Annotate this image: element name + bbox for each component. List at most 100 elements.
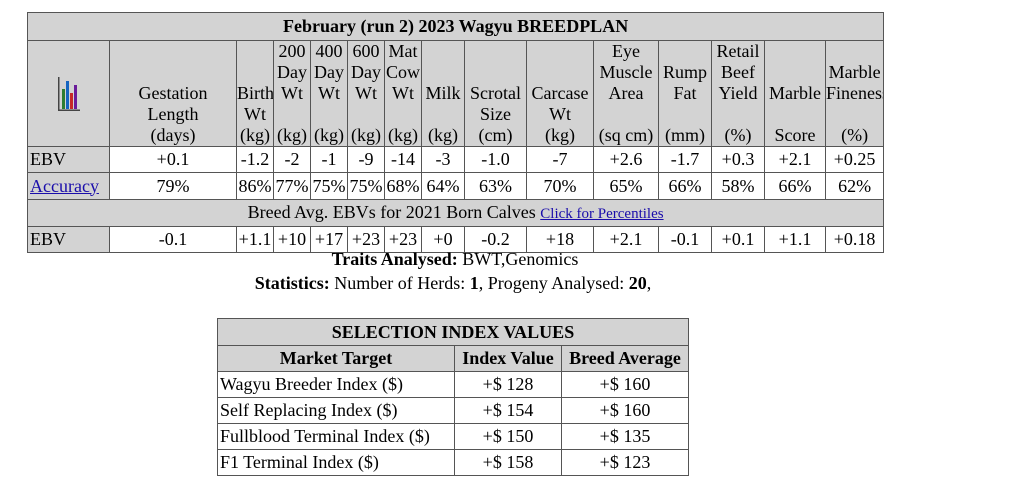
value-cell: -1.0 [464,146,527,173]
value-cell: +18 [526,226,594,253]
accuracy-cell: Accuracy [27,172,110,200]
column-header-line: Day [277,62,307,82]
column-header-line: Day [314,62,344,82]
value-cell: +10 [273,226,311,253]
traits-value: BWT,Genomics [457,249,579,269]
value-cell: 66% [658,172,712,200]
breed-ebv-row-label-cell: EBV [27,226,110,253]
value-cell: 66% [764,172,826,200]
value-cell: +0.1 [711,226,765,253]
column-header-line [660,104,711,125]
column-header-line [766,104,825,125]
index-value: +$ 154 [454,397,562,424]
column-header-line: (kg) [240,125,270,145]
column-header-line [423,62,464,83]
ebv-table: February (run 2) 2023 Wagyu BREEDPLAN Ge… [26,12,885,253]
column-header-line: Milk [425,83,461,103]
value-cell: 63% [464,172,527,200]
column-header-line: Muscle [599,62,653,82]
ebv-table-title: February (run 2) 2023 Wagyu BREEDPLAN [26,12,885,41]
breed-average-value: +$ 135 [561,423,689,450]
column-header-line: Wt [392,83,414,103]
breed-avg-header: Breed Avg. EBVs for 2021 Born Calves Cli… [26,199,885,227]
column-header-line [349,104,384,125]
value-cell: -1.2 [236,146,274,173]
market-target-header: Market Target [217,345,455,372]
index-name: Wagyu Breeder Index ($) [217,371,455,398]
value-cell: -9 [347,146,385,173]
value-cell: +2.1 [764,146,826,173]
column-header: 200 Day Wt (kg) [273,40,311,147]
column-header-line: (kg) [388,125,418,145]
index-name: F1 Terminal Index ($) [217,449,455,476]
value-cell: 79% [109,172,237,200]
column-header-line: Retail [716,41,760,62]
percentiles-link[interactable]: Click for Percentiles [540,205,664,222]
column-header-line: Scrotal [470,83,521,103]
column-header-line [423,42,464,63]
selection-index-row: F1 Terminal Index ($) +$ 158 +$ 123 [217,449,689,476]
bar-chart-icon[interactable] [56,75,82,113]
index-name: Self Replacing Index ($) [217,397,455,424]
column-header: Retail Beef Yield (%) [711,40,765,147]
column-header-line [238,62,273,83]
value-cell: +17 [310,226,348,253]
ebv-row-label-cell: EBV [27,146,110,173]
column-header-line: (sq cm) [598,125,654,145]
breed-ebv-row-label: EBV [30,229,66,249]
column-header-line: (%) [724,125,752,145]
column-header-line: (days) [150,125,196,145]
value-cell: +1.1 [236,226,274,253]
column-header-line: Day [351,62,381,82]
value-cell: +2.1 [593,226,659,253]
column-header-line [528,42,593,63]
column-header-line: Gestation [138,83,208,103]
column-header-line: Marble [769,83,821,103]
column-header: Rump Fat (mm) [658,40,712,147]
value-cell: 86% [236,172,274,200]
column-header-line: Size [480,104,511,124]
column-header-line [827,104,883,125]
traits-analysed-line: Traits Analysed: BWT,Genomics [0,249,910,270]
progeny-label: , Progeny Analysed: [478,273,629,293]
column-header: Eye Muscle Area (sq cm) [593,40,659,147]
index-value-header: Index Value [454,345,562,372]
column-header-line: Carcase [531,83,589,103]
column-header-line: Rump [662,62,707,82]
column-header-line [713,104,764,125]
value-cell: 75% [347,172,385,200]
statistics-tail: , [646,273,652,293]
column-header-line: Fat [673,83,697,103]
value-cell: 68% [384,172,422,200]
column-header: 400 Day Wt (kg) [310,40,348,147]
breed-average-value: +$ 160 [561,397,689,424]
column-header-line [466,42,526,63]
chart-icon-cell [27,40,110,147]
value-cell: -1 [310,146,348,173]
value-cell: +1.1 [764,226,826,253]
index-name: Fullblood Terminal Index ($) [217,423,455,450]
column-header-line [111,62,236,83]
column-header-line: (kg) [351,125,381,145]
column-header-line: (kg) [545,125,575,145]
column-header-line [238,42,273,63]
ebv-table-container: February (run 2) 2023 Wagyu BREEDPLAN Ge… [26,12,885,253]
column-header-line: (kg) [428,125,458,145]
column-header: Scrotal Size (cm) [464,40,527,147]
value-cell: -1.7 [658,146,712,173]
selection-index-row: Fullblood Terminal Index ($) +$ 150 +$ 135 [217,423,689,450]
breed-average-header: Breed Average [561,345,689,372]
progeny-count: 20 [628,273,647,293]
column-header-line: Length [147,104,199,124]
value-cell: +23 [384,226,422,253]
breed-avg-title: Breed Avg. EBVs for 2021 Born Calves [247,201,536,222]
breed-average-value: +$ 160 [561,371,689,398]
column-header-line [275,104,310,125]
traits-label: Traits Analysed: [331,249,458,269]
column-header-line: Wt [355,83,377,103]
value-cell: -0.1 [658,226,712,253]
accuracy-link[interactable]: Accuracy [30,175,99,196]
value-cell: -0.2 [464,226,527,253]
selection-index-table: SELECTION INDEX VALUES Market Target Ind… [217,318,689,476]
column-header-line: Wt [281,83,303,103]
